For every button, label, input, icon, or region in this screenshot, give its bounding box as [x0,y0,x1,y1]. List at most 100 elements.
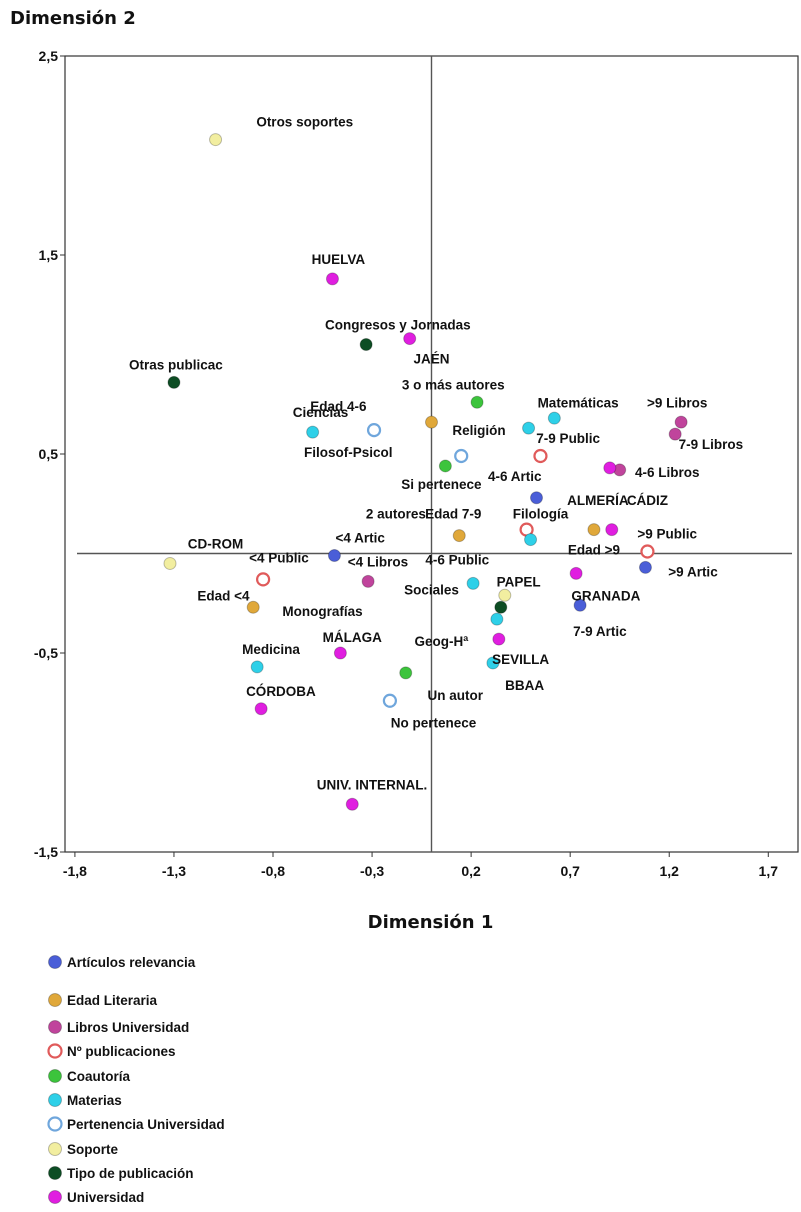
data-point [454,448,469,464]
data-point [250,660,264,674]
x-tick-label: 0,2 [461,863,481,879]
data-point [163,556,177,570]
x-tick-label: -1,8 [63,863,87,879]
point-label: Otras publicac [129,357,223,372]
data-point [382,693,397,708]
data-point [486,656,500,670]
x-tick-label: 1,7 [759,863,779,879]
legend-swatch [48,1069,62,1083]
data-point [638,560,652,574]
y-tick-label: -0,5 [34,645,58,661]
y-tick-label: 2,5 [39,48,59,64]
point-label: 4-6 Libros [635,465,700,480]
data-point [399,666,413,680]
legend-swatch [47,1116,63,1132]
data-point [668,427,682,441]
point-label: UNIV. INTERNAL. [317,777,428,792]
data-point [490,612,504,626]
point-label: Matemáticas [538,395,619,410]
data-point [547,411,561,425]
point-label: 7-9 Artic [573,624,627,639]
legend-label: Materias [67,1093,122,1108]
legend-label: Nº publicaciones [67,1044,175,1059]
point-label: CÓRDOBA [246,684,316,699]
point-label: >9 Public [637,527,697,542]
data-point [403,332,417,346]
legend-swatch [47,1043,63,1059]
legend-label: Libros Universidad [67,1020,189,1035]
point-label: HUELVA [312,252,366,267]
data-point [569,566,583,580]
legend-swatch [48,1166,62,1180]
point-label: CÁDIZ [627,493,668,508]
data-point [306,425,320,439]
data-point [209,133,223,147]
data-point [366,423,382,438]
data-point [492,632,506,646]
point-label: 4-6 Public [425,552,489,567]
legend-swatch [48,955,62,969]
data-point [345,797,359,811]
data-point [494,600,508,614]
data-point [466,576,480,590]
data-point [325,272,339,286]
data-point [674,415,688,429]
point-label: Religión [452,423,505,438]
point-label: Edad >9 [568,543,620,558]
point-label: 7-9 Public [536,431,600,446]
data-point [522,421,536,435]
data-point [470,395,484,409]
legend-label: Edad Literaria [67,993,158,1008]
data-point [359,338,373,352]
point-label: Edad <4 [197,588,250,603]
x-tick-label: -0,3 [360,863,384,879]
point-label: PAPEL [497,574,541,589]
legend-label: Pertenencia Universidad [67,1117,225,1132]
y-tick-label: 1,5 [39,247,59,263]
data-point [361,574,375,588]
data-point [425,415,438,429]
data-point [524,533,538,547]
point-label: Medicina [242,642,300,657]
point-label: Congresos y Jornadas [325,318,471,333]
data-point [333,646,347,660]
data-point [438,459,452,473]
data-point [587,523,601,537]
y-axis-title: Dimensión 2 [10,8,136,29]
legend-swatch [48,1142,62,1156]
point-label: BBAA [505,678,544,693]
point-label: Edad 7-9 [425,507,481,522]
point-label: Un autor [428,688,484,703]
legend-label: Tipo de publicación [67,1166,194,1181]
data-point [246,600,260,614]
point-label: 3 o más autores [402,377,505,392]
point-label: 4-6 Artic [488,469,542,484]
y-tick-label: -1,5 [34,844,58,860]
data-point [529,491,543,505]
data-point [498,588,512,602]
point-label: <4 Artic [335,531,385,546]
point-label: Edad 4-6 [310,399,367,414]
legend-swatch [48,1093,62,1107]
point-label: >9 Artic [668,564,718,579]
legend-swatch [48,993,62,1007]
data-point [327,548,341,562]
x-tick-label: -0,8 [261,863,285,879]
x-tick-label: -1,3 [162,863,186,879]
legend-swatch [48,1190,62,1204]
data-point [452,529,466,543]
legend-label: Artículos relevancia [67,955,196,970]
point-label: JAÉN [413,351,449,366]
point-label: Monografías [282,604,362,619]
legend-label: Coautoría [67,1069,130,1084]
point-label: Otros soportes [256,115,353,130]
x-axis-title: Dimensión 1 [367,912,494,933]
data-point [533,448,548,464]
data-point [256,572,271,587]
x-tick-label: 0,7 [560,863,580,879]
point-label: GRANADA [571,588,640,603]
point-label: SEVILLA [492,652,549,667]
y-tick-label: 0,5 [39,446,59,462]
data-point [167,375,181,389]
